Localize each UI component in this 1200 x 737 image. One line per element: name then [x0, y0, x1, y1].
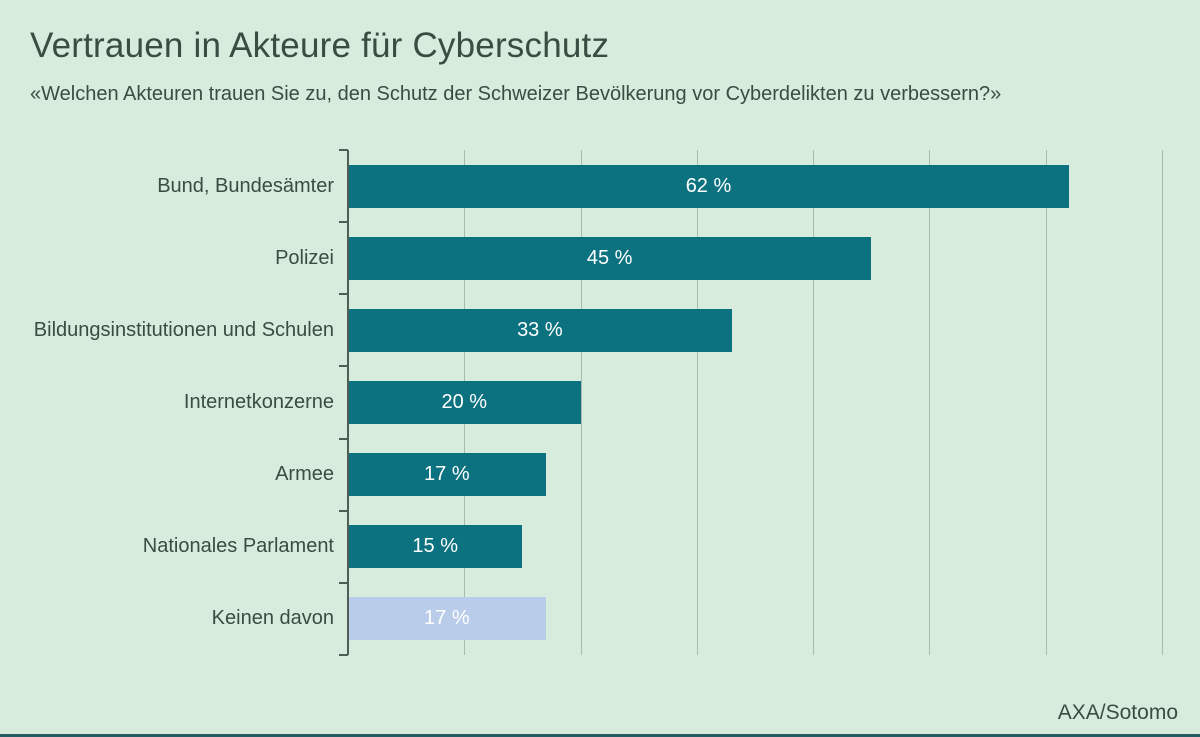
category-label: Nationales Parlament: [142, 535, 334, 558]
axis-tick: [339, 437, 348, 440]
bar-value-label: 62 %: [685, 174, 732, 197]
bar-rows: 62 % 45 % 33 % 20 % 17 % 15 % 17 %: [348, 150, 1162, 655]
bar-value-label: 17 %: [424, 463, 470, 486]
axis-tick: [339, 365, 348, 368]
bar: 15 %: [348, 525, 523, 569]
category-label: Keinen davon: [211, 607, 334, 630]
bar-value-label: 20 %: [441, 390, 488, 413]
axis-tick: [339, 509, 348, 512]
category-label: Polizei: [275, 246, 334, 269]
bar-value-label: 17 %: [424, 607, 470, 630]
category-label: Bildungsinstitutionen und Schulen: [33, 318, 334, 341]
bar-value-label: 33 %: [517, 318, 563, 341]
bar-row: 20 %: [348, 366, 1162, 438]
bar: 62 %: [348, 164, 1069, 208]
bar-row: 15 %: [348, 511, 1162, 583]
gridline: [696, 150, 698, 655]
bar: 17 %: [348, 597, 546, 641]
category-labels: Bund, Bundesämter Polizei Bildungsinstitut…: [0, 150, 334, 655]
axis-tick: [339, 581, 348, 584]
bar: 17 %: [348, 453, 546, 497]
gridline: [929, 150, 931, 655]
gridline: [813, 150, 815, 655]
bar-row: 62 %: [348, 150, 1162, 222]
bar-value-label: 45 %: [586, 246, 633, 269]
axis-tick: [339, 221, 348, 224]
axis-tick: [339, 149, 348, 151]
source-attribution: AXA/Sotomo: [1057, 701, 1178, 724]
gridline: [1045, 150, 1047, 655]
axis-tick: [339, 293, 348, 296]
chart-subtitle: «Welchen Akteuren trauen Sie zu, den Sch…: [30, 83, 1002, 105]
category-label: Bund, Bundesämter: [157, 174, 334, 197]
bar: 45 %: [348, 236, 872, 280]
bar-row: 45 %: [348, 222, 1162, 294]
gridline: [1162, 150, 1163, 655]
bar-row: 33 %: [348, 294, 1162, 366]
y-axis-line: [347, 150, 349, 655]
bar-value-label: 15 %: [412, 535, 458, 558]
bottom-strip: [0, 734, 1200, 737]
plot-area: 62 % 45 % 33 % 20 % 17 % 15 % 17 %: [339, 149, 1163, 656]
page-title: Vertrauen in Akteure für Cyberschutz: [30, 26, 610, 65]
bar-row: 17 %: [348, 439, 1162, 511]
gridline: [580, 150, 582, 655]
bar: 20 %: [348, 380, 581, 424]
bar: 33 %: [348, 308, 732, 352]
category-label: Internetkonzerne: [183, 390, 334, 413]
axis-ticks: [339, 149, 1162, 656]
axis-tick: [339, 654, 348, 656]
bar-row: 17 %: [348, 583, 1162, 655]
category-label: Armee: [275, 463, 334, 486]
